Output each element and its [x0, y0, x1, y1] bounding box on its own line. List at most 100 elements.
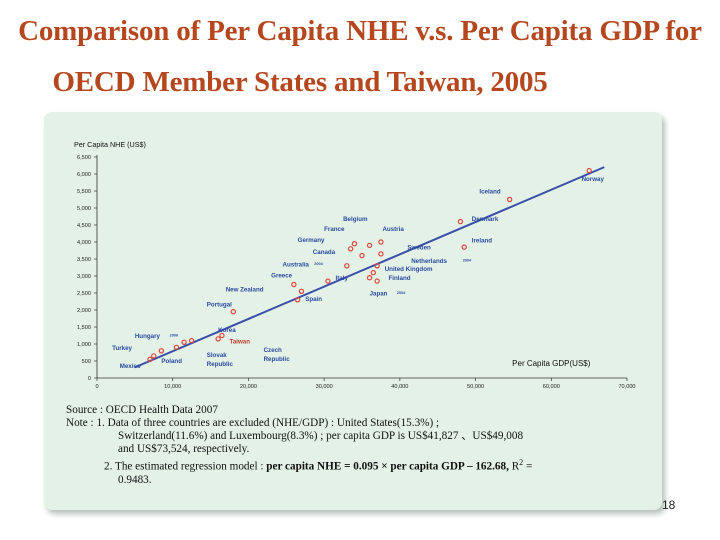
data-point-mexico: [147, 356, 153, 362]
point-label: Greece: [271, 272, 293, 279]
point-label: Denmark: [472, 216, 499, 223]
y-tick-label: 2,000: [77, 308, 91, 314]
data-point-new-zealand: [298, 288, 305, 294]
point-label: Hungary: [135, 333, 161, 340]
data-point-taiwan: [215, 336, 221, 342]
x-tick-label: 20,000: [240, 384, 257, 390]
data-point-portugal: [230, 308, 236, 315]
point-label: Czech: [264, 347, 282, 354]
data-point-australia: [344, 263, 350, 269]
point-label: Republic: [264, 356, 291, 363]
data-point-greece: [291, 281, 297, 288]
data-point-japan: [374, 278, 380, 284]
data-point-poland: [158, 348, 165, 354]
point-label: France: [324, 226, 345, 233]
source-note: Source : OECD Health Data 2007: [66, 404, 218, 416]
year-superscript: 2006: [170, 334, 178, 338]
y-tick-label: 2,500: [77, 291, 91, 297]
point-label: New Zealand: [226, 286, 264, 293]
point-label: Poland: [161, 358, 182, 365]
y-tick-label: 3,500: [77, 257, 91, 263]
slide-title-line-2: OECD Member States and Taiwan, 2005: [52, 66, 548, 98]
data-point-finland: [366, 274, 373, 281]
x-tick-label: 40,000: [391, 384, 408, 390]
data-point-czech-republic: [188, 337, 195, 344]
point-label: Korea: [218, 327, 236, 334]
data-point-canada: [359, 252, 365, 259]
note-1-line-2: Switzerland(11.6%) and Luxembourg(8.3%) …: [118, 430, 524, 442]
regression-model: per capita NHE = 0.095 × per capita GDP …: [266, 460, 509, 473]
x-tick-label: 10,000: [164, 384, 181, 390]
point-label: Germany: [298, 237, 325, 244]
point-label: Finland: [389, 275, 411, 282]
slide-title-line-1: Comparison of Per Capita NHE v.s. Per Ca…: [18, 15, 702, 47]
y-tick-label: 1,000: [77, 342, 91, 348]
data-point-united-kingdom: [370, 269, 377, 276]
y-tick-label: 500: [82, 359, 91, 365]
point-label: Austria: [382, 226, 404, 233]
point-label: Sweden: [407, 244, 431, 251]
year-superscript: 2004: [463, 259, 472, 263]
point-label: Taiwan: [230, 339, 251, 346]
y-tick-label: 0: [88, 376, 91, 382]
data-point-ireland: [461, 244, 467, 250]
y-tick-label: 6,500: [77, 155, 91, 161]
point-label: United Kingdom: [385, 266, 433, 273]
data-point-hungary: [181, 339, 187, 345]
data-point-france: [351, 240, 358, 247]
r2-equals: =: [523, 460, 533, 473]
data-point-italy: [325, 278, 331, 284]
chart-marks: Norway Iceland Denmark Belgium France Austria…: [112, 166, 605, 370]
point-label: Mexico: [120, 363, 141, 370]
point-label: Turkey: [112, 345, 132, 352]
regression-line: [134, 166, 605, 369]
point-label: Italy: [336, 275, 349, 282]
data-point-korea: [219, 332, 225, 339]
point-label: Portugal: [207, 302, 232, 309]
data-point-germany: [347, 246, 354, 252]
data-point-sweden: [378, 251, 384, 257]
x-tick-label: 70,000: [618, 384, 635, 390]
year-superscript: 2004: [314, 262, 323, 266]
y-tick-label: 1,500: [77, 325, 91, 331]
data-point-spain: [294, 297, 301, 303]
point-label: Netherlands: [411, 258, 447, 265]
scatter-chart: 0 500 1,000 1,500 2,000 2,500 3,000 3,500 4,000 4…: [74, 140, 636, 390]
note-2-line-1: 2. The estimated regression model : per …: [66, 456, 646, 474]
data-point-netherlands: [374, 263, 380, 269]
chart-notes: Source : OECD Health Data 2007 Note : 1.…: [66, 404, 646, 487]
y-tick-label: 5,000: [77, 206, 91, 212]
chart-panel: [44, 112, 662, 510]
y-tick-label: 4,500: [77, 223, 91, 229]
data-point-slovak-republic: [173, 344, 180, 351]
x-axis-title: Per Capita GDP(US$): [512, 359, 591, 368]
r2-superscript: 2: [519, 458, 524, 467]
point-label: Canada: [313, 249, 336, 256]
data-point-austria: [378, 239, 384, 245]
point-label: Japan: [370, 290, 388, 297]
point-label: Spain: [305, 296, 322, 303]
note-1-line-3: and US$73,524, respectively.: [118, 443, 250, 455]
data-point-iceland: [506, 196, 513, 203]
note-2-line-2: 0.9483.: [118, 473, 152, 486]
point-label: Ireland: [472, 238, 493, 245]
y-tick-label: 6,000: [77, 172, 91, 178]
r2-label: R: [511, 460, 520, 473]
point-label: Belgium: [343, 216, 368, 223]
data-point-norway: [586, 167, 592, 174]
data-point-belgium: [366, 242, 373, 249]
year-superscript: 2004: [397, 291, 406, 295]
data-point-denmark: [457, 218, 464, 225]
point-label: Australia: [283, 261, 310, 268]
y-tick-label: 4,000: [77, 240, 91, 246]
x-tick-label: 50,000: [467, 384, 484, 390]
chart-axes: 0 500 1,000 1,500 2,000 2,500 3,000 3,500 4,000 4…: [74, 140, 636, 390]
x-tick-label: 60,000: [543, 384, 560, 390]
point-label: Republic: [207, 361, 234, 368]
data-point-turkey: [151, 353, 157, 359]
note-2-prefix: 2. The estimated regression model :: [104, 460, 267, 473]
point-label: Slovak: [207, 352, 228, 359]
point-label: Norway: [582, 176, 605, 183]
point-label: Iceland: [479, 189, 501, 196]
x-tick-label: 30,000: [316, 384, 333, 390]
